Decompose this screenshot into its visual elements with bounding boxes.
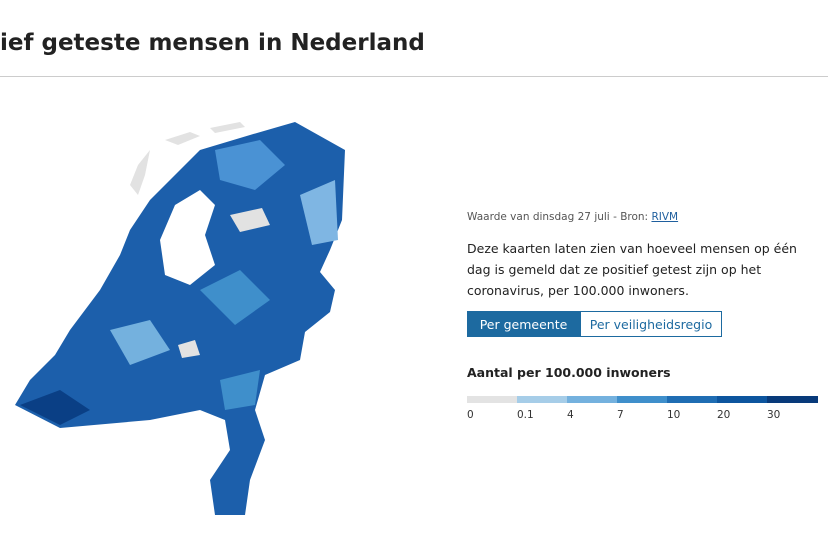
legend-label: 7 [617,409,624,421]
wadden-islands [210,122,245,133]
region-patch [230,208,270,232]
source-line: Waarde van dinsdag 27 juli - Bron: RIVM [467,211,678,223]
region-patch [20,390,90,425]
lake [160,190,215,285]
legend-label: 4 [567,409,574,421]
legend-swatch [617,396,667,403]
source-text: Waarde van dinsdag 27 juli - Bron: [467,211,649,223]
country-shape [15,122,345,515]
tab-active[interactable]: Per gemeente [467,311,580,337]
wadden-islands [130,150,150,195]
legend-swatch [517,396,567,403]
wadden-islands [165,132,200,145]
region-patch [220,370,260,410]
region-patch [200,270,270,325]
region-patch [300,180,338,245]
legend-title: Aantal per 100.000 inwoners [467,365,671,380]
legend-swatch [467,396,517,403]
page-title: ief geteste mensen in Nederland [0,30,425,56]
source-link[interactable]: RIVM [651,211,679,223]
legend-label: 10 [667,409,680,421]
region-patch [215,140,285,190]
map [15,122,345,515]
legend-swatch [717,396,767,403]
legend-label: 0.1 [517,409,534,421]
legend-swatch [567,396,617,403]
legend-label: 0 [467,409,474,421]
legend-swatch [667,396,717,403]
legend-label: 30 [767,409,780,421]
description: Deze kaarten laten zien van hoeveel mens… [467,241,797,298]
tab[interactable]: Per veiligheidsregio [580,311,722,337]
legend-swatch [767,396,818,403]
region-patch [178,340,200,358]
legend-label: 20 [717,409,730,421]
region-patch [110,320,170,365]
divider [0,76,828,77]
